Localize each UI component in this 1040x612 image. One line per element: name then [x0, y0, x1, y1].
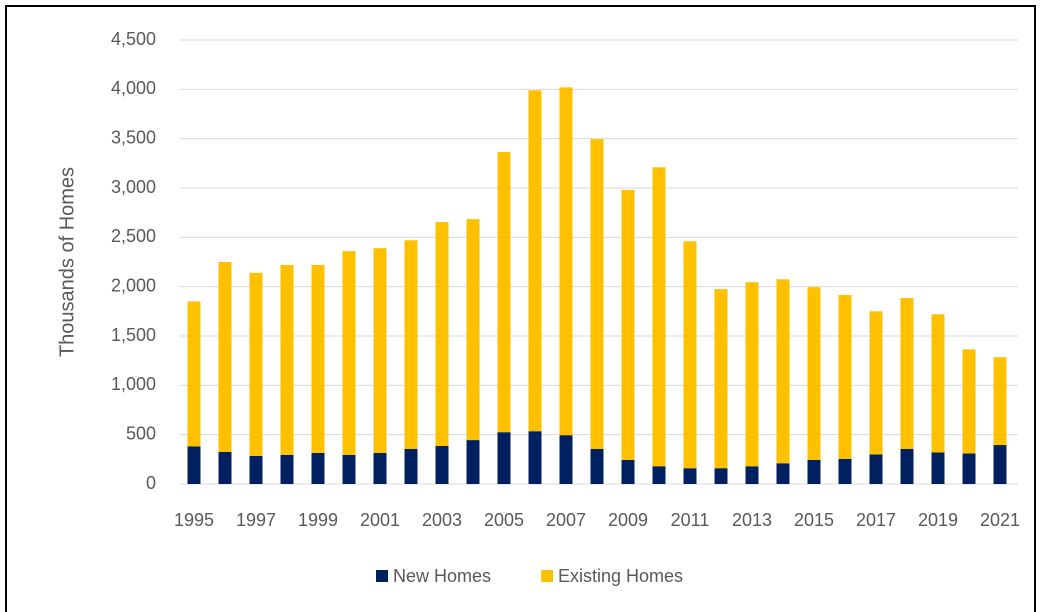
- bar-segment: [187, 446, 201, 484]
- x-tick-label: 1999: [298, 510, 338, 530]
- bar-segment: [590, 448, 604, 484]
- bar-segment: [962, 349, 976, 454]
- bar-segment: [559, 87, 573, 436]
- bar-segment: [745, 466, 759, 484]
- bar-segment: [218, 262, 232, 452]
- y-tick-label: 1,000: [111, 374, 156, 394]
- x-tick-label: 2009: [608, 510, 648, 530]
- bar-segment: [280, 264, 294, 455]
- bar-segment: [652, 466, 666, 484]
- y-tick-label: 2,000: [111, 275, 156, 295]
- bar-segment: [373, 248, 387, 453]
- bar-segment: [776, 463, 790, 484]
- x-tick-label: 1995: [174, 510, 214, 530]
- bar-segment: [497, 432, 511, 484]
- frame: [5, 5, 1036, 612]
- bar-segment: [869, 311, 883, 455]
- bar-segment: [435, 222, 449, 447]
- bar-segment: [187, 301, 201, 447]
- x-tick-label: 2003: [422, 510, 462, 530]
- bar-segment: [962, 453, 976, 484]
- bar-segment: [931, 314, 945, 453]
- bar-segment: [869, 454, 883, 484]
- x-tick-label: 2019: [918, 510, 958, 530]
- bar-segment: [900, 448, 914, 484]
- bar-segment: [590, 139, 604, 449]
- bar-segment: [497, 151, 511, 433]
- y-tick-label: 2,500: [111, 226, 156, 246]
- bar-segment: [528, 431, 542, 484]
- legend-swatch: [376, 570, 388, 582]
- y-tick-label: 4,000: [111, 78, 156, 98]
- bar-segment: [559, 435, 573, 484]
- legend-label: Existing Homes: [558, 566, 683, 586]
- bar-segment: [652, 167, 666, 467]
- bar-segment: [311, 452, 325, 484]
- bar-segment: [342, 251, 356, 455]
- y-tick-label: 3,500: [111, 127, 156, 147]
- bar-segment: [993, 357, 1007, 446]
- bar-segment: [931, 452, 945, 484]
- bar-segment: [714, 468, 728, 484]
- bar-segment: [404, 448, 418, 484]
- bar-segment: [900, 298, 914, 449]
- x-tick-label: 2005: [484, 510, 524, 530]
- bar-segment: [683, 468, 697, 484]
- bar-segment: [745, 282, 759, 467]
- y-axis-label: Thousands of Homes: [56, 167, 78, 357]
- bar-segment: [683, 241, 697, 469]
- x-tick-label: 2011: [671, 510, 710, 530]
- bar-segment: [435, 446, 449, 484]
- bar-segment: [807, 459, 821, 484]
- bar-segment: [404, 240, 418, 449]
- bar-segment: [218, 451, 232, 484]
- x-tick-label: 2015: [794, 510, 834, 530]
- x-tick-label: 2013: [732, 510, 772, 530]
- bar-segment: [621, 189, 635, 460]
- x-tick-label: 2021: [980, 510, 1020, 530]
- bar-segment: [838, 295, 852, 459]
- x-tick-label: 1997: [236, 510, 276, 530]
- bar-segment: [466, 219, 480, 441]
- bar-segment: [466, 440, 480, 484]
- x-tick-label: 2007: [546, 510, 586, 530]
- bar-segment: [993, 445, 1007, 484]
- bar-segment: [838, 458, 852, 484]
- bar-segment: [342, 454, 356, 484]
- bar-segment: [776, 279, 790, 464]
- bar-segment: [249, 455, 263, 484]
- bar-segment: [373, 452, 387, 484]
- y-tick-label: 4,500: [111, 29, 156, 49]
- bar-segment: [311, 264, 325, 453]
- y-tick-label: 3,000: [111, 177, 156, 197]
- bar-segment: [621, 459, 635, 484]
- bar-segment: [249, 272, 263, 456]
- bar-segment: [714, 289, 728, 469]
- bar-segment: [807, 287, 821, 460]
- x-tick-label: 2001: [360, 510, 400, 530]
- y-tick-label: 0: [146, 473, 156, 493]
- y-tick-label: 1,500: [111, 325, 156, 345]
- x-tick-label: 2017: [856, 510, 896, 530]
- y-tick-label: 500: [126, 423, 156, 443]
- legend-swatch: [541, 570, 553, 582]
- bar-segment: [528, 90, 542, 432]
- legend-label: New Homes: [393, 566, 491, 586]
- bar-segment: [280, 454, 294, 484]
